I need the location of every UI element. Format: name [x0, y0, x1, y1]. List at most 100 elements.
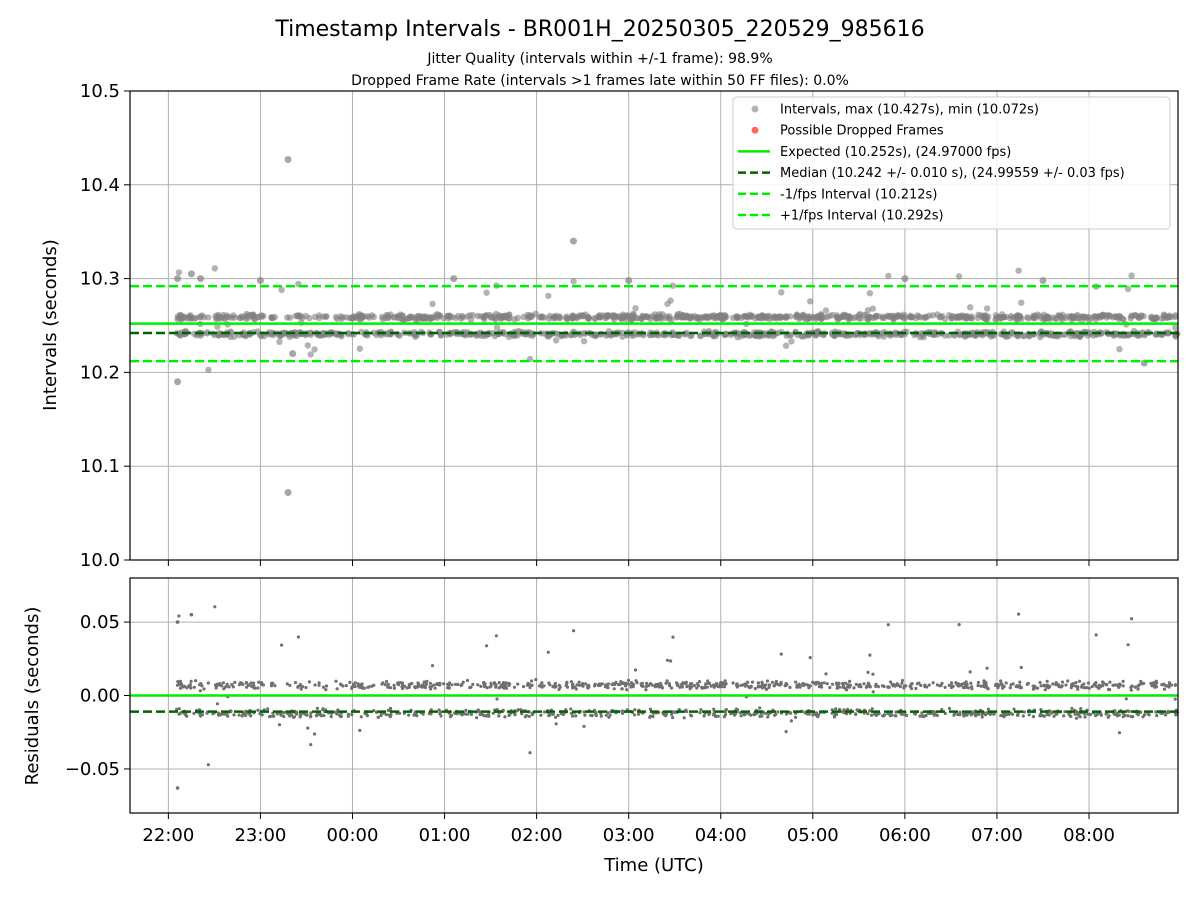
residual-point	[309, 743, 313, 747]
bottom-reference-lines	[130, 694, 1178, 713]
interval-point	[260, 312, 267, 320]
residual-point	[1117, 685, 1121, 689]
interval-point	[695, 314, 702, 321]
residual-point	[247, 712, 251, 716]
residual-point	[872, 712, 876, 716]
x-tick-label: 03:00	[603, 825, 655, 846]
residual-point	[950, 681, 954, 685]
residual-point	[445, 682, 450, 686]
residual-point	[309, 715, 313, 719]
residual-point	[388, 706, 393, 711]
residual-point	[282, 714, 286, 719]
interval-point	[722, 312, 729, 319]
residual-point	[927, 683, 931, 687]
residual-point	[715, 682, 719, 686]
interval-point	[1062, 314, 1070, 322]
residual-point	[194, 679, 198, 683]
interval-point	[592, 331, 600, 339]
residual-point	[497, 681, 501, 685]
residual-point	[1051, 682, 1055, 686]
residual-point	[441, 682, 446, 686]
residual-point	[324, 684, 329, 688]
residual-point	[854, 682, 858, 687]
top-reference-lines	[130, 284, 1178, 363]
residual-point	[940, 681, 944, 686]
residual-point	[994, 682, 998, 686]
interval-point	[835, 315, 842, 322]
residual-point	[214, 686, 218, 690]
interval-point	[679, 312, 687, 319]
interval-point	[205, 366, 212, 373]
residual-point	[785, 683, 789, 687]
residual-point	[179, 683, 183, 687]
residual-point	[594, 710, 598, 715]
interval-point	[766, 315, 773, 323]
residual-point	[997, 684, 1001, 688]
residual-point	[1052, 714, 1056, 719]
residual-point	[383, 683, 387, 687]
residual-point	[818, 682, 822, 686]
residual-point	[868, 709, 872, 713]
residual-point	[215, 702, 219, 706]
residual-point	[852, 686, 856, 690]
residual-point	[429, 712, 433, 716]
residual-point	[785, 712, 789, 716]
interval-point	[1112, 313, 1119, 320]
interval-point	[338, 315, 345, 322]
residual-point	[590, 713, 594, 718]
residual-point	[335, 712, 339, 716]
residual-point	[895, 682, 899, 686]
interval-point	[967, 304, 974, 311]
residual-point	[578, 683, 582, 687]
residual-point	[1018, 680, 1022, 684]
interval-point	[981, 314, 988, 322]
residual-point	[384, 713, 388, 717]
residual-point	[866, 681, 870, 686]
residual-point	[808, 656, 812, 660]
residual-point	[864, 685, 869, 689]
legend-label: Possible Dropped Frames	[780, 124, 944, 139]
interval-point	[501, 330, 509, 338]
residual-point	[464, 708, 468, 713]
residual-point	[659, 681, 663, 686]
residual-point	[335, 687, 339, 691]
residual-point	[1086, 712, 1090, 716]
residual-point	[469, 712, 474, 717]
residual-point	[1147, 713, 1151, 717]
residual-point	[1121, 684, 1125, 688]
interval-point	[205, 314, 212, 321]
interval-point	[788, 338, 795, 345]
interval-point	[444, 312, 451, 320]
residual-point	[635, 681, 639, 685]
residual-point	[280, 643, 284, 647]
residual-point	[699, 708, 703, 712]
interval-point	[1003, 333, 1010, 340]
interval-point	[778, 289, 785, 296]
residual-point	[206, 763, 210, 767]
residual-point	[1099, 712, 1103, 717]
residual-point	[825, 682, 829, 686]
residual-point	[779, 652, 783, 656]
residual-point	[888, 714, 892, 718]
residual-point	[688, 687, 692, 691]
residual-point	[237, 713, 241, 717]
residual-point	[758, 714, 762, 719]
residual-point	[765, 679, 770, 683]
residual-point	[716, 684, 720, 689]
residual-point	[177, 712, 181, 716]
residual-point	[503, 715, 507, 719]
residual-point	[964, 684, 968, 688]
interval-point	[549, 315, 557, 322]
residual-point	[886, 623, 890, 627]
residual-point	[356, 682, 360, 686]
residual-point	[553, 681, 558, 686]
residual-point	[584, 682, 588, 686]
residual-point	[698, 680, 702, 684]
residual-point	[806, 712, 810, 716]
interval-point	[462, 330, 470, 337]
residual-point	[198, 713, 202, 717]
residual-point	[1008, 686, 1012, 690]
interval-point	[872, 312, 880, 320]
residual-point	[985, 686, 989, 690]
residual-point	[597, 683, 601, 687]
